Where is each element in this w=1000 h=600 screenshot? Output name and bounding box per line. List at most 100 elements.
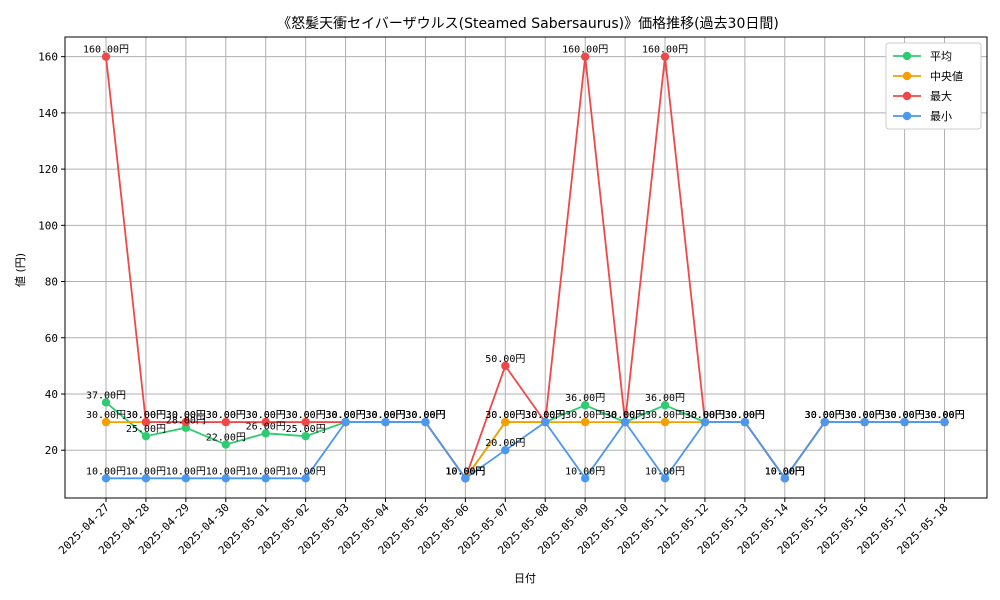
legend-label: 中央値 [930,70,963,83]
legend-box [885,42,982,130]
data-label: 30.00円 [885,410,925,421]
data-point [580,52,590,61]
data-label: 30.00円 [206,410,246,421]
data-label: 50.00円 [485,354,525,365]
data-label: 10.00円 [286,466,326,477]
data-label: 30.00円 [605,410,645,421]
data-point [141,474,151,483]
data-label: 10.00円 [445,466,485,477]
data-label: 10.00円 [445,466,485,477]
data-point [101,52,111,61]
data-label: 30.00円 [605,410,645,421]
data-label: 30.00円 [326,410,366,421]
data-label: 10.00円 [645,466,685,477]
data-label: 30.00円 [725,410,765,421]
data-point [501,361,510,371]
y-tick-label: 40 [45,388,58,401]
data-label: 10.00円 [166,466,206,477]
data-label: 160.00円 [83,45,129,56]
data-label: 30.00円 [685,410,725,421]
data-label: 28.00円 [166,416,206,427]
data-label: 30.00円 [525,410,565,421]
data-point [580,474,590,483]
legend-label: 最大 [930,89,952,103]
data-label: 160.00円 [642,45,688,56]
data-point [381,417,390,427]
data-label: 30.00円 [565,410,605,421]
data-label: 30.00円 [845,410,885,421]
data-point [580,401,590,410]
data-label: 10.00円 [445,466,485,477]
data-label: 10.00円 [126,466,166,477]
data-label: 10.00円 [206,466,246,477]
data-label: 30.00円 [405,410,445,421]
legend-label: 最小 [930,110,952,123]
data-label: 25.00円 [126,424,166,435]
data-point [541,417,550,427]
data-label: 30.00円 [405,410,445,421]
data-label: 30.00円 [885,410,925,421]
data-label: 30.00円 [405,410,445,421]
data-point [181,474,191,483]
data-label: 30.00円 [885,410,925,421]
data-label: 30.00円 [805,410,845,421]
data-label: 30.00円 [845,410,885,421]
data-label: 36.00円 [645,393,685,404]
data-point [660,417,670,427]
data-label: 30.00円 [924,410,964,421]
data-point [301,474,310,483]
data-label: 10.00円 [765,466,805,477]
y-tick-label: 80 [45,276,58,289]
data-label: 30.00円 [365,410,405,421]
data-label: 10.00円 [765,466,805,477]
data-point [501,417,510,427]
data-label: 30.00円 [485,410,525,421]
data-label: 30.00円 [525,410,565,421]
data-label: 30.00円 [645,410,685,421]
data-point [141,417,151,427]
legend-label: 平均 [930,50,952,63]
legend-marker [902,111,912,121]
data-label: 30.00円 [605,410,645,421]
y-tick-label: 160 [38,51,58,64]
y-axis-label: 値 (円) [14,253,27,287]
data-label: 30.00円 [685,410,725,421]
data-label: 30.00円 [246,410,286,421]
data-label: 30.00円 [885,410,925,421]
data-point [221,474,230,483]
data-point [700,417,710,427]
data-point [261,474,270,483]
data-label: 30.00円 [525,410,565,421]
x-axis-label: 日付 [514,572,536,585]
data-point [580,417,590,427]
data-point [820,417,829,427]
data-label: 30.00円 [725,410,765,421]
data-label: 30.00円 [805,410,845,421]
data-point [660,52,670,61]
data-label: 30.00円 [286,410,326,421]
data-point [620,417,630,427]
data-label: 30.00円 [326,410,366,421]
data-label: 30.00円 [166,410,206,421]
y-tick-label: 20 [45,444,58,457]
data-point [421,417,430,427]
y-tick-label: 60 [45,332,58,345]
data-label: 30.00円 [365,410,405,421]
data-point [900,417,909,427]
data-point [501,446,510,455]
data-label: 30.00円 [845,410,885,421]
legend-marker [902,91,912,101]
data-label: 30.00円 [685,410,725,421]
data-label: 30.00円 [605,410,645,421]
data-label: 26.00円 [246,421,286,432]
data-label: 30.00円 [365,410,405,421]
data-point [660,474,670,483]
legend-marker [902,51,912,61]
data-label: 10.00円 [565,466,605,477]
data-label: 160.00円 [562,45,608,56]
data-label: 30.00円 [286,410,326,421]
data-point [221,440,230,449]
data-label: 10.00円 [445,466,485,477]
